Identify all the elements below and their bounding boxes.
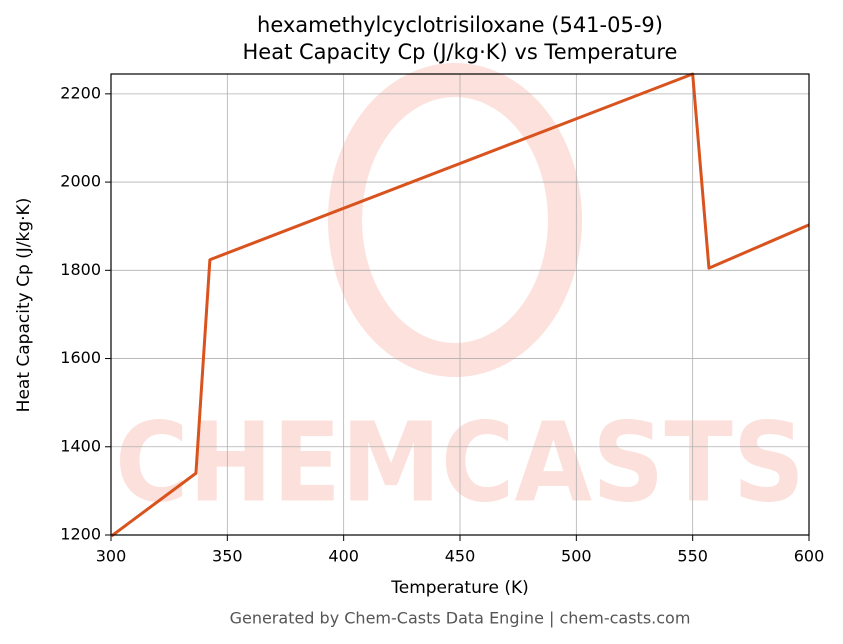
chart-subtitle: Heat Capacity Cp (J/kg·K) vs Temperature <box>243 40 678 64</box>
x-tick-label: 550 <box>677 547 708 566</box>
x-tick-label: 500 <box>561 547 592 566</box>
x-tick-label: 600 <box>794 547 825 566</box>
y-tick-label: 1200 <box>60 525 101 544</box>
y-tick-label: 1400 <box>60 436 101 455</box>
x-tick-label: 300 <box>96 547 127 566</box>
x-tick-label: 450 <box>445 547 476 566</box>
data-line <box>111 72 809 537</box>
footer: Generated by Chem-Casts Data Engine | ch… <box>230 609 691 628</box>
x-tick-label: 350 <box>212 547 243 566</box>
y-axis-label: Heat Capacity Cp (J/kg·K) <box>14 198 34 413</box>
x-tick-label: 400 <box>328 547 359 566</box>
watermark-logo <box>328 63 582 377</box>
y-tick-label: 1600 <box>60 348 101 367</box>
y-tick-label: 1800 <box>60 260 101 279</box>
x-axis-label: Temperature (K) <box>390 578 529 598</box>
y-tick-label: 2000 <box>60 172 101 191</box>
watermark-group <box>328 63 582 377</box>
y-tick-label: 2200 <box>60 83 101 102</box>
plot-frame <box>110 73 810 536</box>
chart-title: hexamethylcyclotrisiloxane (541-05-9) <box>257 13 663 37</box>
